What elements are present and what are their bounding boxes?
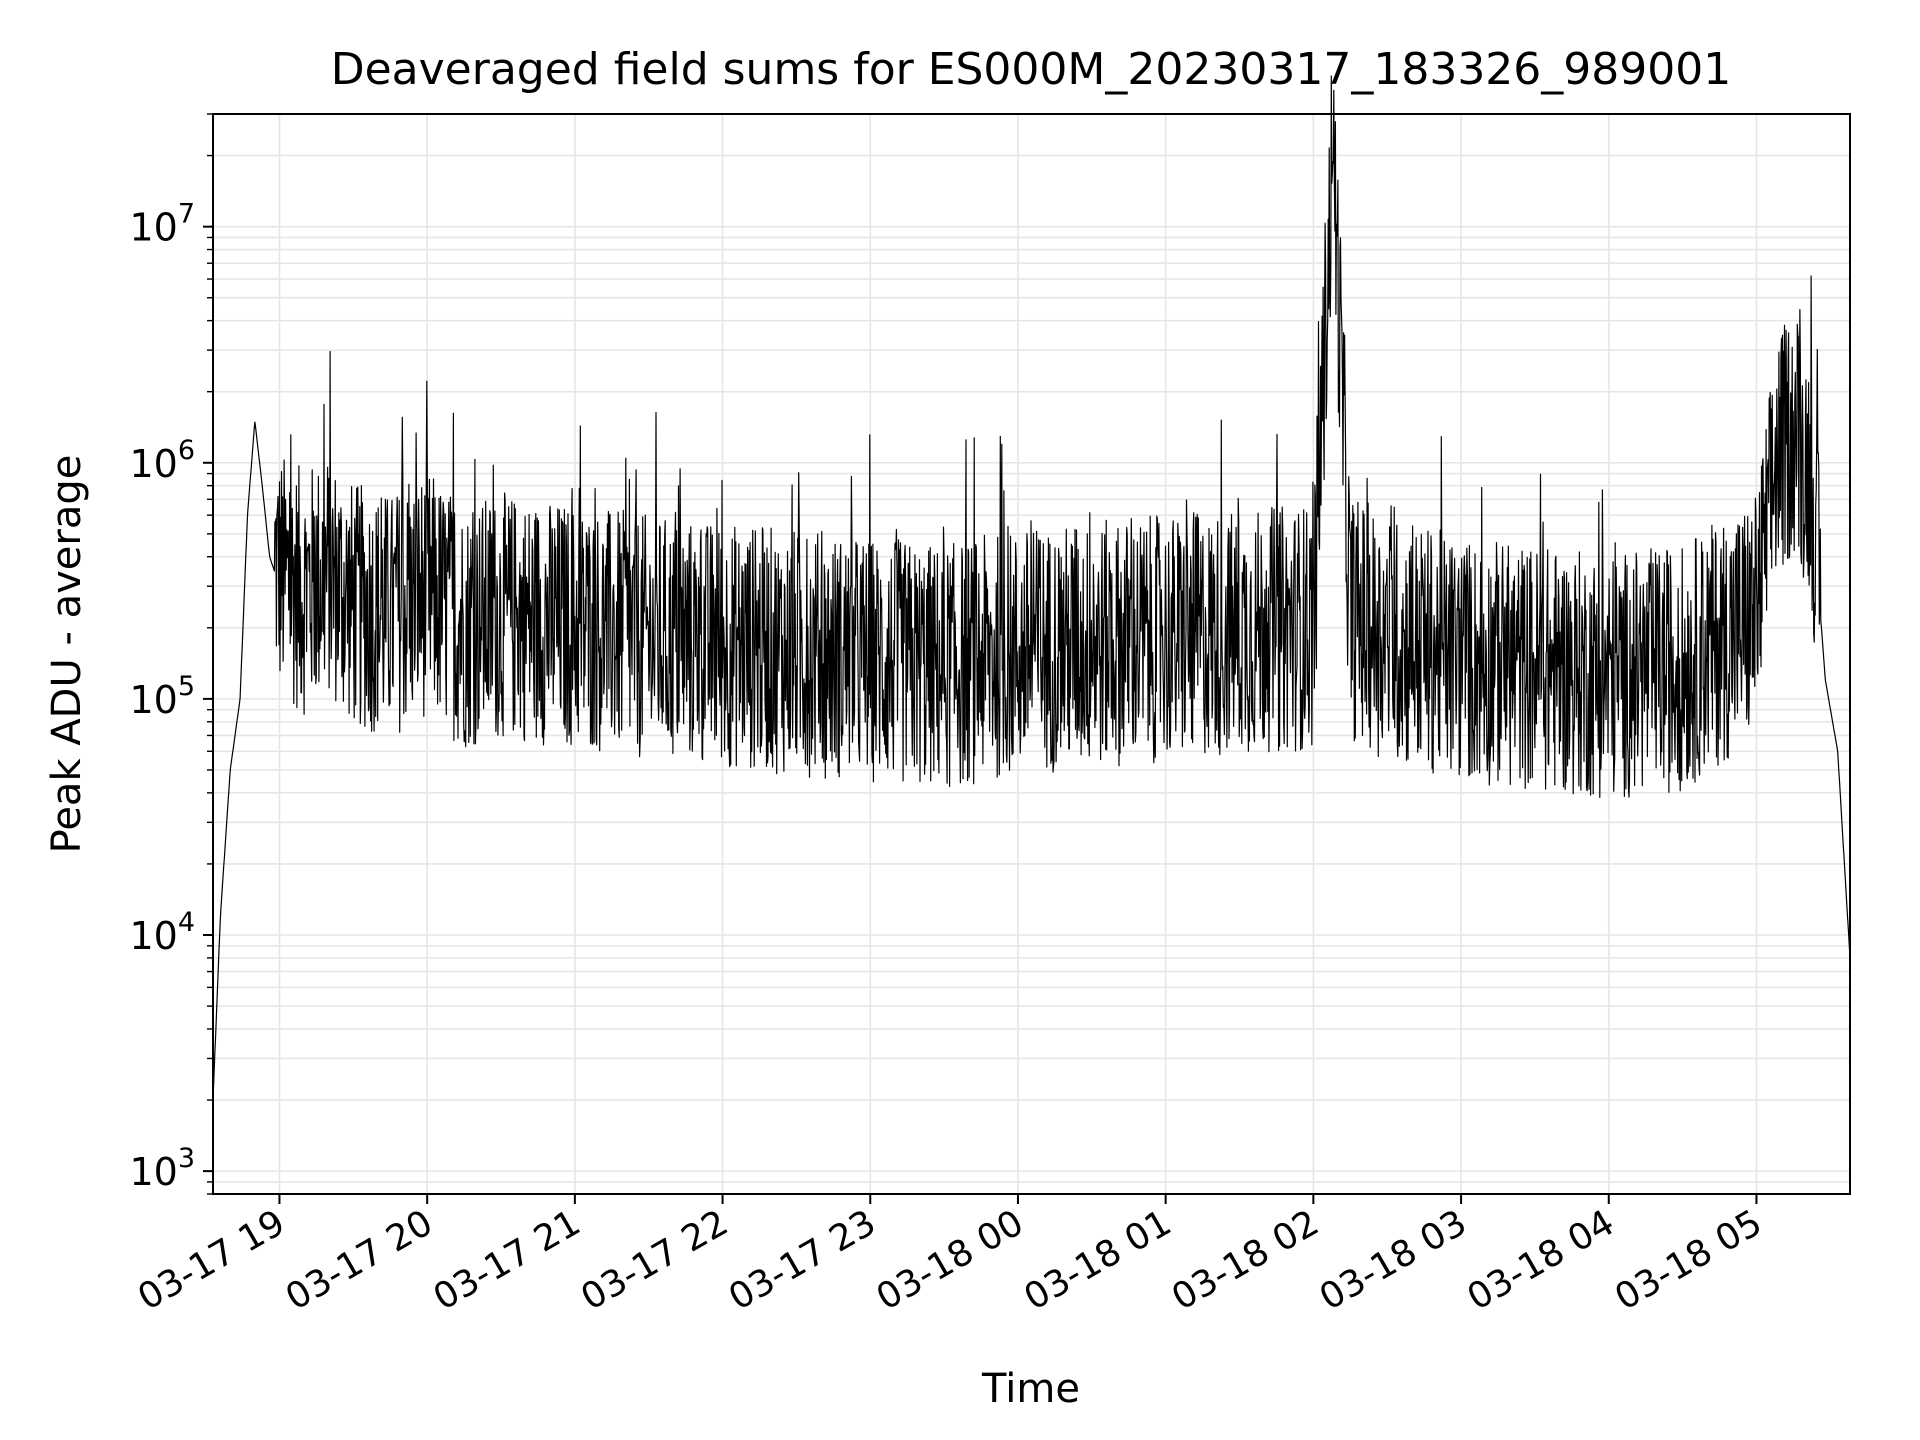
y-tick-label: 105 [129,671,195,722]
y-tick-label: 104 [129,907,195,958]
x-tick-label: 03-18 03 [1313,1202,1474,1318]
y-tick-label: 107 [129,199,195,250]
chart-title: Deaveraged field sums for ES000M_2023031… [331,44,1732,95]
x-tick-label: 03-17 20 [279,1202,440,1318]
series-line [212,75,1851,1101]
y-tick-label: 106 [129,435,195,486]
x-tick-label: 03-17 19 [131,1202,292,1318]
x-tick-label: 03-18 05 [1608,1202,1769,1318]
y-axis: 103 104 105 106 107 [129,113,213,1195]
plot-frame [212,113,1851,1195]
y-tick-label: 103 [129,1143,195,1194]
y-axis-label: Peak ADU - average [44,455,90,854]
x-axis-label: Time [981,1366,1080,1412]
x-tick-label: 03-18 01 [1017,1202,1178,1318]
grid [213,113,1850,1195]
x-tick-label: 03-18 04 [1461,1202,1622,1318]
x-tick-label: 03-18 02 [1165,1202,1326,1318]
x-tick-label: 03-17 21 [427,1202,588,1318]
x-tick-label: 03-18 00 [870,1202,1031,1318]
x-tick-label: 03-17 23 [722,1202,883,1318]
x-tick-label: 03-17 22 [574,1202,735,1318]
data-line-layer [212,75,1851,1101]
